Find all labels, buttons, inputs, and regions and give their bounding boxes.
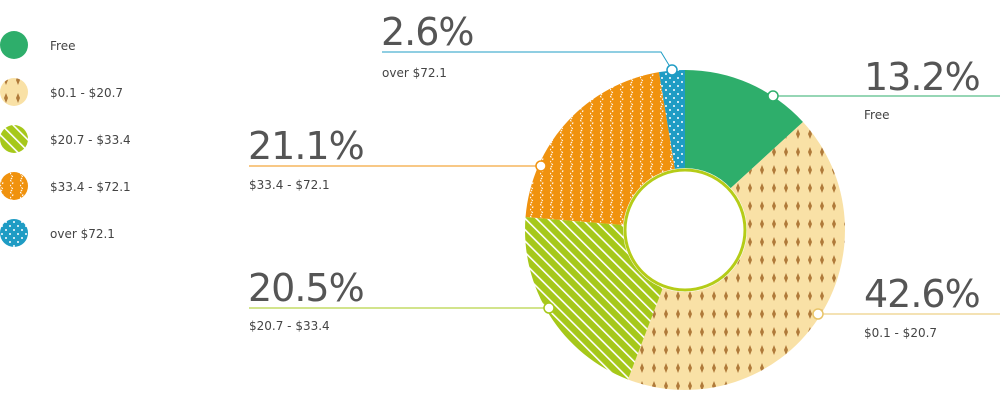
- callout-dot-over-72-1: [666, 64, 678, 76]
- callout-value-0-1-20-7: 42.6%: [864, 272, 980, 316]
- callout-value-over-72-1: 2.6%: [381, 10, 474, 54]
- legend-swatch-20-7-33-4: [0, 125, 28, 153]
- callout-value-free: 13.2%: [864, 55, 980, 99]
- callout-value-33-4-72-1: 21.1%: [248, 124, 364, 168]
- legend-swatch-free: [0, 31, 28, 59]
- donut-slices: [525, 70, 845, 391]
- legend-swatch-33-4-72-1: [0, 172, 28, 200]
- callouts: 2.6% over $72.1 13.2% Free 21.1% $33.4 -…: [248, 10, 1000, 340]
- slice-0-1-20-7: [627, 121, 845, 391]
- callout-dot-free: [767, 90, 779, 102]
- callout-dot-20-7-33-4: [543, 302, 555, 314]
- callout-line-over-72-1: [382, 51, 673, 71]
- legend: Free $0.1 - $20.7 $20.7 - $33.4 $33.4 - …: [0, 31, 131, 247]
- legend-swatch-0-1-20-7: [0, 78, 28, 106]
- callout-dot-0-1-20-7: [812, 308, 824, 320]
- callout-label-20-7-33-4: $20.7 - $33.4: [249, 319, 330, 333]
- donut-center-hole: [631, 176, 739, 284]
- callout-label-33-4-72-1: $33.4 - $72.1: [249, 178, 330, 192]
- legend-label-free: Free: [50, 39, 75, 53]
- callout-value-20-7-33-4: 20.5%: [248, 266, 364, 310]
- slice-over-72-1: [658, 70, 685, 169]
- callout-dot-33-4-72-1: [535, 160, 547, 172]
- legend-label-33-4-72-1: $33.4 - $72.1: [50, 180, 131, 194]
- callout-label-free: Free: [864, 108, 889, 122]
- legend-label-20-7-33-4: $20.7 - $33.4: [50, 133, 131, 147]
- legend-swatch-over-72-1: [0, 219, 28, 247]
- legend-label-over-72-1: over $72.1: [50, 227, 115, 241]
- callout-label-0-1-20-7: $0.1 - $20.7: [864, 326, 937, 340]
- legend-label-0-1-20-7: $0.1 - $20.7: [50, 86, 123, 100]
- callout-label-over-72-1: over $72.1: [382, 66, 447, 80]
- slice-33-4-72-1: [525, 72, 675, 225]
- slice-20-7-33-4: [525, 216, 663, 380]
